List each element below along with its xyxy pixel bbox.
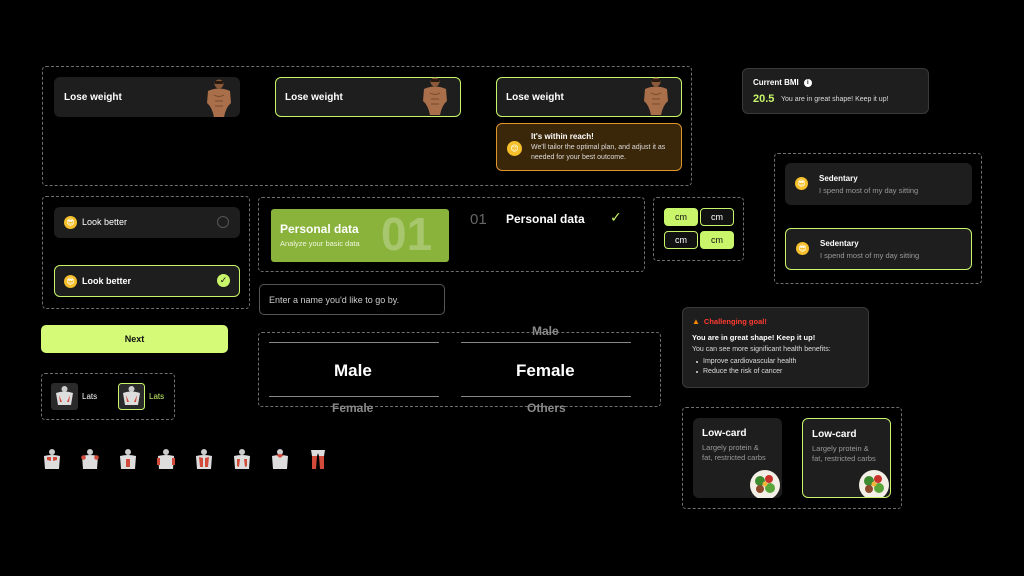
activity-title: Sedentary (820, 239, 859, 248)
goal-option-label: Lose weight (64, 92, 122, 103)
goal-option-selected[interactable]: Lose weight (496, 77, 682, 117)
activity-desc: I spend most of my day sitting (819, 186, 919, 195)
diet-option-selected[interactable]: Low-card Largely protein & fat, restrict… (802, 418, 891, 498)
tooltip-body: We'll tailor the optimal plan, and adjus… (531, 144, 666, 161)
activity-desc: I spend most of my day sitting (820, 251, 920, 260)
picker-line (461, 342, 631, 343)
look-label: Look better (82, 217, 128, 227)
legs-muscle-icon[interactable] (307, 448, 329, 470)
muscle-chip-label: Lats (82, 392, 98, 401)
unit-cm-selected[interactable]: cm (664, 208, 698, 226)
unit-cm-selected[interactable]: cm (700, 231, 734, 249)
goal-option-label: Lose weight (285, 92, 343, 103)
lats-muscle-icon (118, 383, 145, 410)
activity-title: Sedentary (819, 174, 858, 183)
muscle-chip-selected[interactable]: Lats (118, 383, 168, 411)
muscle-chip-label: Lats (149, 392, 165, 401)
diet-title: Low-card (702, 428, 747, 439)
diet-option-default[interactable]: Low-card Largely protein & fat, restrict… (693, 418, 782, 498)
arms-muscle-icon[interactable] (155, 448, 177, 470)
diet-desc: Largely protein & fat, restricted carbs (812, 444, 876, 463)
obliques-muscle-icon[interactable] (231, 448, 253, 470)
benefit-item: Improve cardiovascular health (696, 358, 796, 365)
goal-options-group (42, 66, 692, 186)
back-muscle-icon[interactable] (193, 448, 215, 470)
bodybuilder-image (423, 77, 447, 115)
look-label: Look better (82, 276, 132, 286)
step-number: 01 (470, 211, 487, 228)
diet-desc: Largely protein & fat, restricted carbs (702, 443, 766, 462)
bmi-value: 20.5 (753, 93, 775, 105)
activity-option-default[interactable]: 😎 Sedentary I spend most of my day sitti… (785, 163, 972, 205)
chest-muscle-icon[interactable] (41, 448, 63, 470)
picker-line (269, 396, 439, 397)
step-title-inline: Personal data (506, 212, 585, 226)
step-banner: Personal data Analyze your basic data 01 (271, 209, 449, 262)
activity-option-selected[interactable]: 😎 Sedentary I spend most of my day sitti… (785, 228, 972, 270)
step-header-group (258, 197, 645, 272)
step-number-watermark: 01 (381, 209, 433, 260)
goal-option-hover[interactable]: Lose weight (275, 77, 461, 117)
challenge-card: ▲ Challenging goal! You are in great sha… (682, 307, 869, 388)
fire-icon: ▲ (692, 317, 700, 326)
look-option-selected[interactable]: 😎 Look better ✓ (54, 265, 240, 297)
sunglasses-emoji-icon: 😎 (795, 177, 808, 190)
bmi-card: Current BMI i 20.5 You are in great shap… (742, 68, 929, 114)
unit-cm-option[interactable]: cm (700, 208, 734, 226)
traps-muscle-icon[interactable] (269, 448, 291, 470)
muscle-chip-default[interactable]: Lats (51, 383, 111, 411)
sunglasses-emoji-icon: 😎 (796, 242, 809, 255)
step-subtitle: Analyze your basic data (280, 239, 360, 248)
look-option-default[interactable]: 😎 Look better (54, 207, 240, 238)
diet-options-group (682, 407, 902, 509)
gender-female[interactable]: Female (516, 361, 575, 380)
gender-picker-group (258, 332, 661, 407)
sunglasses-emoji-icon: 😎 (64, 216, 77, 229)
next-button[interactable]: Next (41, 325, 228, 353)
gender-option-below[interactable]: Others (527, 401, 566, 415)
bmi-message: You are in great shape! Keep it up! (781, 96, 889, 103)
benefit-item: Reduce the risk of cancer (696, 368, 796, 375)
unit-toggle-group (653, 197, 744, 261)
activity-options-group (774, 153, 982, 284)
goal-option-default[interactable]: Lose weight (54, 77, 240, 117)
diet-title: Low-card (812, 429, 857, 440)
check-icon: ✓ (610, 209, 622, 225)
step-title: Personal data (280, 222, 359, 236)
salad-bowl-image (859, 470, 889, 497)
unit-cm-option[interactable]: cm (664, 231, 698, 249)
look-options-group (42, 196, 250, 309)
gender-option-above[interactable]: Male (532, 324, 559, 338)
muscle-chip-group (41, 373, 175, 420)
shoulders-muscle-icon[interactable] (79, 448, 101, 470)
challenge-lead: You can see more significant health bene… (692, 346, 831, 353)
challenge-title: Challenging goal! (703, 317, 767, 326)
bodybuilder-image (207, 79, 231, 117)
gender-male[interactable]: Male (334, 361, 372, 380)
check-circle-icon[interactable]: ✓ (217, 274, 230, 287)
bmi-label: Current BMI (753, 78, 799, 87)
goal-option-label: Lose weight (506, 92, 564, 103)
picker-line (269, 342, 439, 343)
smile-emoji-icon: 😊 (507, 141, 522, 156)
radio-empty-icon[interactable] (217, 216, 229, 228)
info-icon[interactable]: i (803, 78, 812, 87)
picker-line (461, 396, 631, 397)
goal-tooltip: 😊 It's within reach! We'll tailor the op… (496, 123, 682, 171)
challenge-headline: You are in great shape! Keep it up! (692, 333, 816, 342)
sunglasses-emoji-icon: 😎 (64, 275, 77, 288)
name-input[interactable] (259, 284, 445, 315)
abs-muscle-icon[interactable] (117, 448, 139, 470)
tooltip-title: It's within reach! (531, 132, 594, 141)
lats-muscle-icon (51, 383, 78, 410)
gender-option-below[interactable]: Female (332, 401, 374, 415)
salad-bowl-image (750, 470, 780, 498)
bodybuilder-image (644, 77, 668, 115)
